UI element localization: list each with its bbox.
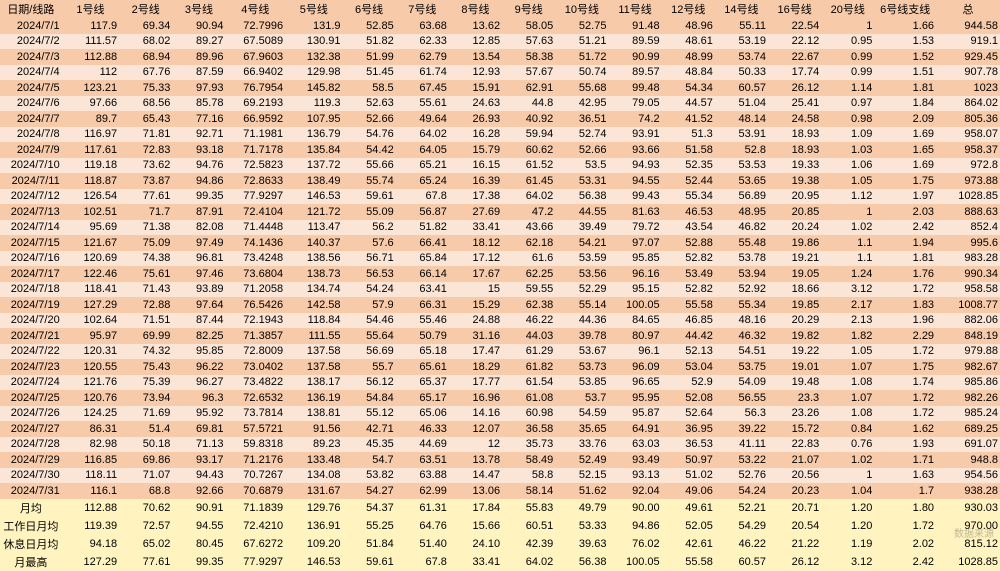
table-row: 2024/7/15121.6775.0997.4974.1436140.3757… [0,235,1000,251]
table-row: 2024/7/3112.8868.9489.9667.9603132.3851.… [0,49,1000,65]
table-row: 2024/7/2111.5768.0289.2767.5089130.9151.… [0,34,1000,50]
col-l5: 5号线 [285,0,342,18]
col-l6b: 6号线支线 [874,0,936,18]
table-row: 2024/7/789.765.4377.1666.9592107.9552.66… [0,111,1000,127]
col-l2: 2号线 [119,0,172,18]
col-l10: 10号线 [555,0,608,18]
table-row: 工作日月均119.3972.5794.5572.4210136.9155.256… [0,517,1000,535]
col-total: 总 [936,0,1000,18]
table-row: 2024/7/16120.6974.3896.8173.4248138.5656… [0,251,1000,267]
ridership-table: 日期/线路1号线2号线3号线4号线5号线6号线7号线8号线9号线10号线11号线… [0,0,1000,571]
table-row: 2024/7/20102.6471.5187.4472.1943118.8454… [0,313,1000,329]
col-l9: 9号线 [502,0,555,18]
table-row: 月最高127.2977.6199.3577.9297146.5359.6167.… [0,553,1000,571]
table-row: 2024/7/23120.5575.4396.2273.0402137.5855… [0,359,1000,375]
table-row: 2024/7/2882.9850.1871.1359.831889.2345.3… [0,437,1000,453]
table-row: 2024/7/17122.4675.6197.4673.6804138.7356… [0,266,1000,282]
table-row: 2024/7/411267.7687.5966.9402129.9851.456… [0,65,1000,81]
col-l1: 1号线 [62,0,119,18]
table-row: 2024/7/25120.7673.9496.372.6532136.1954.… [0,390,1000,406]
table-row: 2024/7/12126.5477.6199.3577.9297146.5359… [0,189,1000,205]
table-row: 2024/7/11118.8773.8794.8672.8633138.4955… [0,173,1000,189]
table-row: 2024/7/29116.8569.8693.1771.2176133.4854… [0,452,1000,468]
col-l3: 3号线 [172,0,225,18]
col-l16: 16号线 [768,0,821,18]
col-l12: 12号线 [662,0,715,18]
table-body: 2024/7/1117.969.3490.9472.7996131.952.85… [0,18,1000,571]
header-row: 日期/线路1号线2号线3号线4号线5号线6号线7号线8号线9号线10号线11号线… [0,0,1000,18]
table-row: 2024/7/30118.1171.0794.4370.7267134.0853… [0,468,1000,484]
col-l7: 7号线 [396,0,449,18]
col-l20: 20号线 [821,0,874,18]
table-row: 2024/7/1117.969.3490.9472.7996131.952.85… [0,18,1000,34]
table-row: 2024/7/1495.6971.3882.0871.4448113.4756.… [0,220,1000,236]
col-l11: 11号线 [608,0,661,18]
table-row: 2024/7/22120.3174.3295.8572.8009137.5856… [0,344,1000,360]
col-l6: 6号线 [343,0,396,18]
table-row: 2024/7/2195.9769.9982.2571.3857111.5555.… [0,328,1000,344]
col-l4: 4号线 [226,0,286,18]
table-row: 2024/7/31116.168.892.6670.6879131.6754.2… [0,483,1000,499]
table-row: 2024/7/5123.2175.3397.9376.7954145.8258.… [0,80,1000,96]
table-row: 2024/7/26124.2571.6995.9273.7814138.8155… [0,406,1000,422]
table-row: 2024/7/697.6668.5685.7869.2193119.352.63… [0,96,1000,112]
col-l14: 14号线 [715,0,768,18]
table-row: 月均112.8870.6290.9171.1839129.7654.3761.3… [0,499,1000,517]
col-date: 日期/线路 [0,0,62,18]
table-row: 2024/7/9117.6172.8393.1871.7178135.8454.… [0,142,1000,158]
table-row: 2024/7/13102.5171.787.9172.4104121.7255.… [0,204,1000,220]
table-row: 2024/7/19127.2972.8897.6476.5426142.5857… [0,297,1000,313]
col-l8: 8号线 [449,0,502,18]
table-row: 2024/7/18118.4171.4393.8971.2058134.7454… [0,282,1000,298]
table-row: 2024/7/8116.9771.8192.7171.1981136.7954.… [0,127,1000,143]
table-row: 2024/7/10119.1873.6294.7672.5823137.7255… [0,158,1000,174]
table-row: 2024/7/24121.7675.3996.2773.4822138.1756… [0,375,1000,391]
table-row: 2024/7/2786.3151.469.8157.572191.5642.71… [0,421,1000,437]
